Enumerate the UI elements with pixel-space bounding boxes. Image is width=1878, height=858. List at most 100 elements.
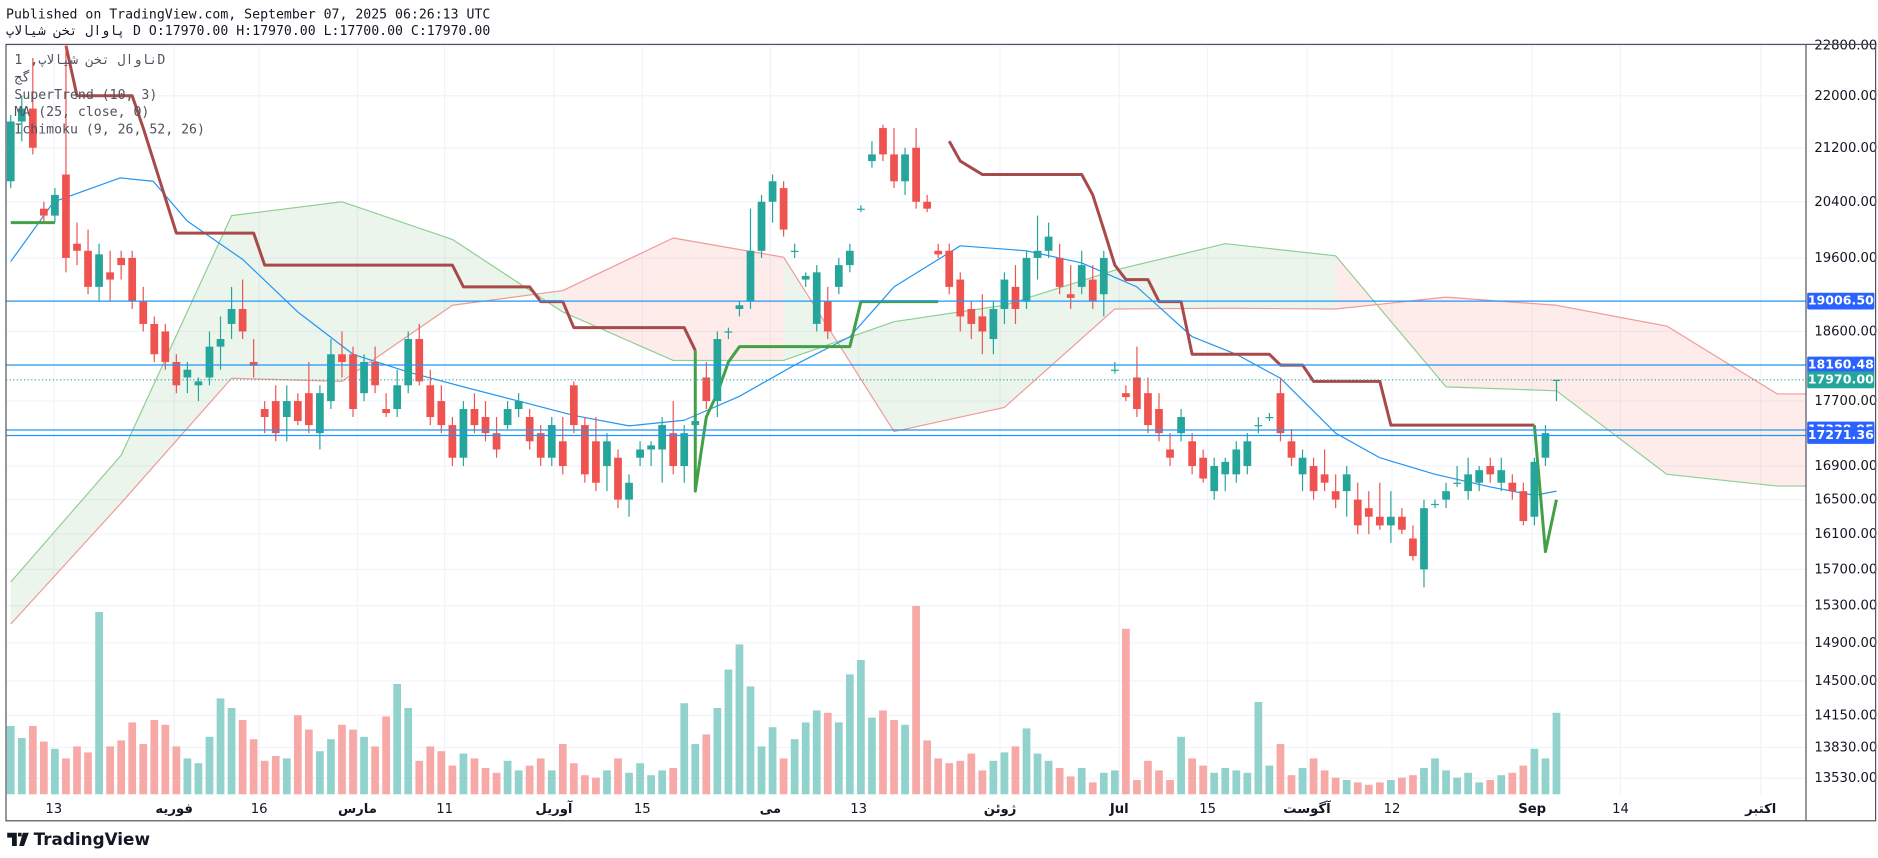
candle-body [1110,369,1119,371]
volume-bar [459,753,468,795]
volume-bar [1530,748,1539,795]
candle-body [1066,294,1075,298]
volume-bar [1276,744,1285,795]
volume-bar [680,703,689,795]
candle-body [150,323,159,355]
volume-bar [62,758,70,795]
candle-body [779,188,788,230]
candle-body [1044,236,1053,251]
volume-bar [1088,782,1097,795]
cloud-fill [894,305,1005,432]
candle-body [525,417,534,442]
volume-bar [536,758,545,795]
volume-bar [304,729,313,795]
volume-bar [1000,752,1009,795]
volume-bar [989,760,998,795]
candle-body [1055,257,1064,287]
volume-bar [393,684,402,795]
volume-bar [812,710,821,795]
volume-bar [1497,775,1506,795]
volume-bar [801,722,810,795]
candle-body [1375,516,1384,526]
candle-body [1398,516,1406,530]
cloud-fill [673,238,784,361]
y-tick-label: 21200.00 [1814,141,1877,156]
volume-bar [1011,746,1020,795]
volume-bar [1254,702,1263,795]
volume-bar [316,751,324,795]
x-tick-label: Sep [1518,802,1546,817]
volume-bar [569,763,578,795]
candle-body [304,393,313,426]
candle-body [426,385,435,418]
volume-bar [1066,776,1075,795]
y-tick-label: 15300.00 [1814,599,1877,614]
candle-body [371,361,379,386]
legend-text: ناوال تخن شیالاپ, 1D [14,53,165,68]
volume-bar [967,753,976,795]
supertrend-down [64,45,697,352]
price-label: 19006.50 [1808,293,1874,308]
cloud-fill [231,201,342,382]
volume-bar [768,727,777,795]
volume-bar [216,698,225,795]
price-label-bg [1807,292,1875,310]
candle-body [117,257,126,266]
y-tick-label: 16500.00 [1814,493,1877,508]
candle-body [73,243,81,251]
candle-body [1353,499,1362,526]
candle-body [614,457,622,500]
candle-body [834,265,843,287]
x-tick-label: می [760,802,782,817]
candle-body [1088,279,1097,302]
candle-body [1133,377,1141,410]
candle-body [327,354,335,402]
volume-bar [823,712,832,795]
volume-bar [1464,772,1473,795]
legend-text: گج [14,69,30,85]
y-tick-label: 17700.00 [1814,394,1877,409]
volume-bar [790,739,799,795]
x-tick-label: ژوئن [984,802,1017,817]
candle-body [1386,516,1395,526]
volume-bar [238,720,247,795]
volume-bar [746,686,755,795]
candle-body [393,385,402,410]
volume-bar [84,752,92,795]
candle-body [1309,466,1318,492]
price-label-bg [1807,356,1875,374]
price-label: 17271.36 [1808,427,1874,442]
x-tick-label: 15 [634,802,651,817]
candle-body [768,181,777,202]
volume-bar [95,612,103,795]
candle-body [956,279,965,317]
candle-body [1287,441,1296,458]
candle-body [1265,417,1274,419]
cloud-fill [10,455,122,625]
candle-body [1232,449,1241,475]
candle-body [812,272,821,324]
candle-body [205,346,214,378]
volume-bar [834,722,843,795]
volume-bar [139,744,148,795]
cloud-fill [1777,393,1806,487]
volume-bar [1409,775,1417,795]
x-tick-label: 14 [1612,802,1629,817]
volume-bar [1166,780,1174,795]
y-tick-label: 16100.00 [1814,527,1877,542]
candle-body [1221,461,1230,475]
candle-body [1409,538,1417,557]
volume-bar [1331,777,1340,795]
candle-body [360,361,368,394]
candle-body [636,449,644,458]
cloud-fill [562,238,674,361]
y-tick-label: 22800.00 [1814,39,1877,54]
candle-body [1519,491,1528,522]
volume-bar [503,760,512,795]
candle-body [1442,491,1450,500]
volume-bar [735,644,744,795]
candle-body [879,128,887,155]
candle-body [415,339,424,382]
